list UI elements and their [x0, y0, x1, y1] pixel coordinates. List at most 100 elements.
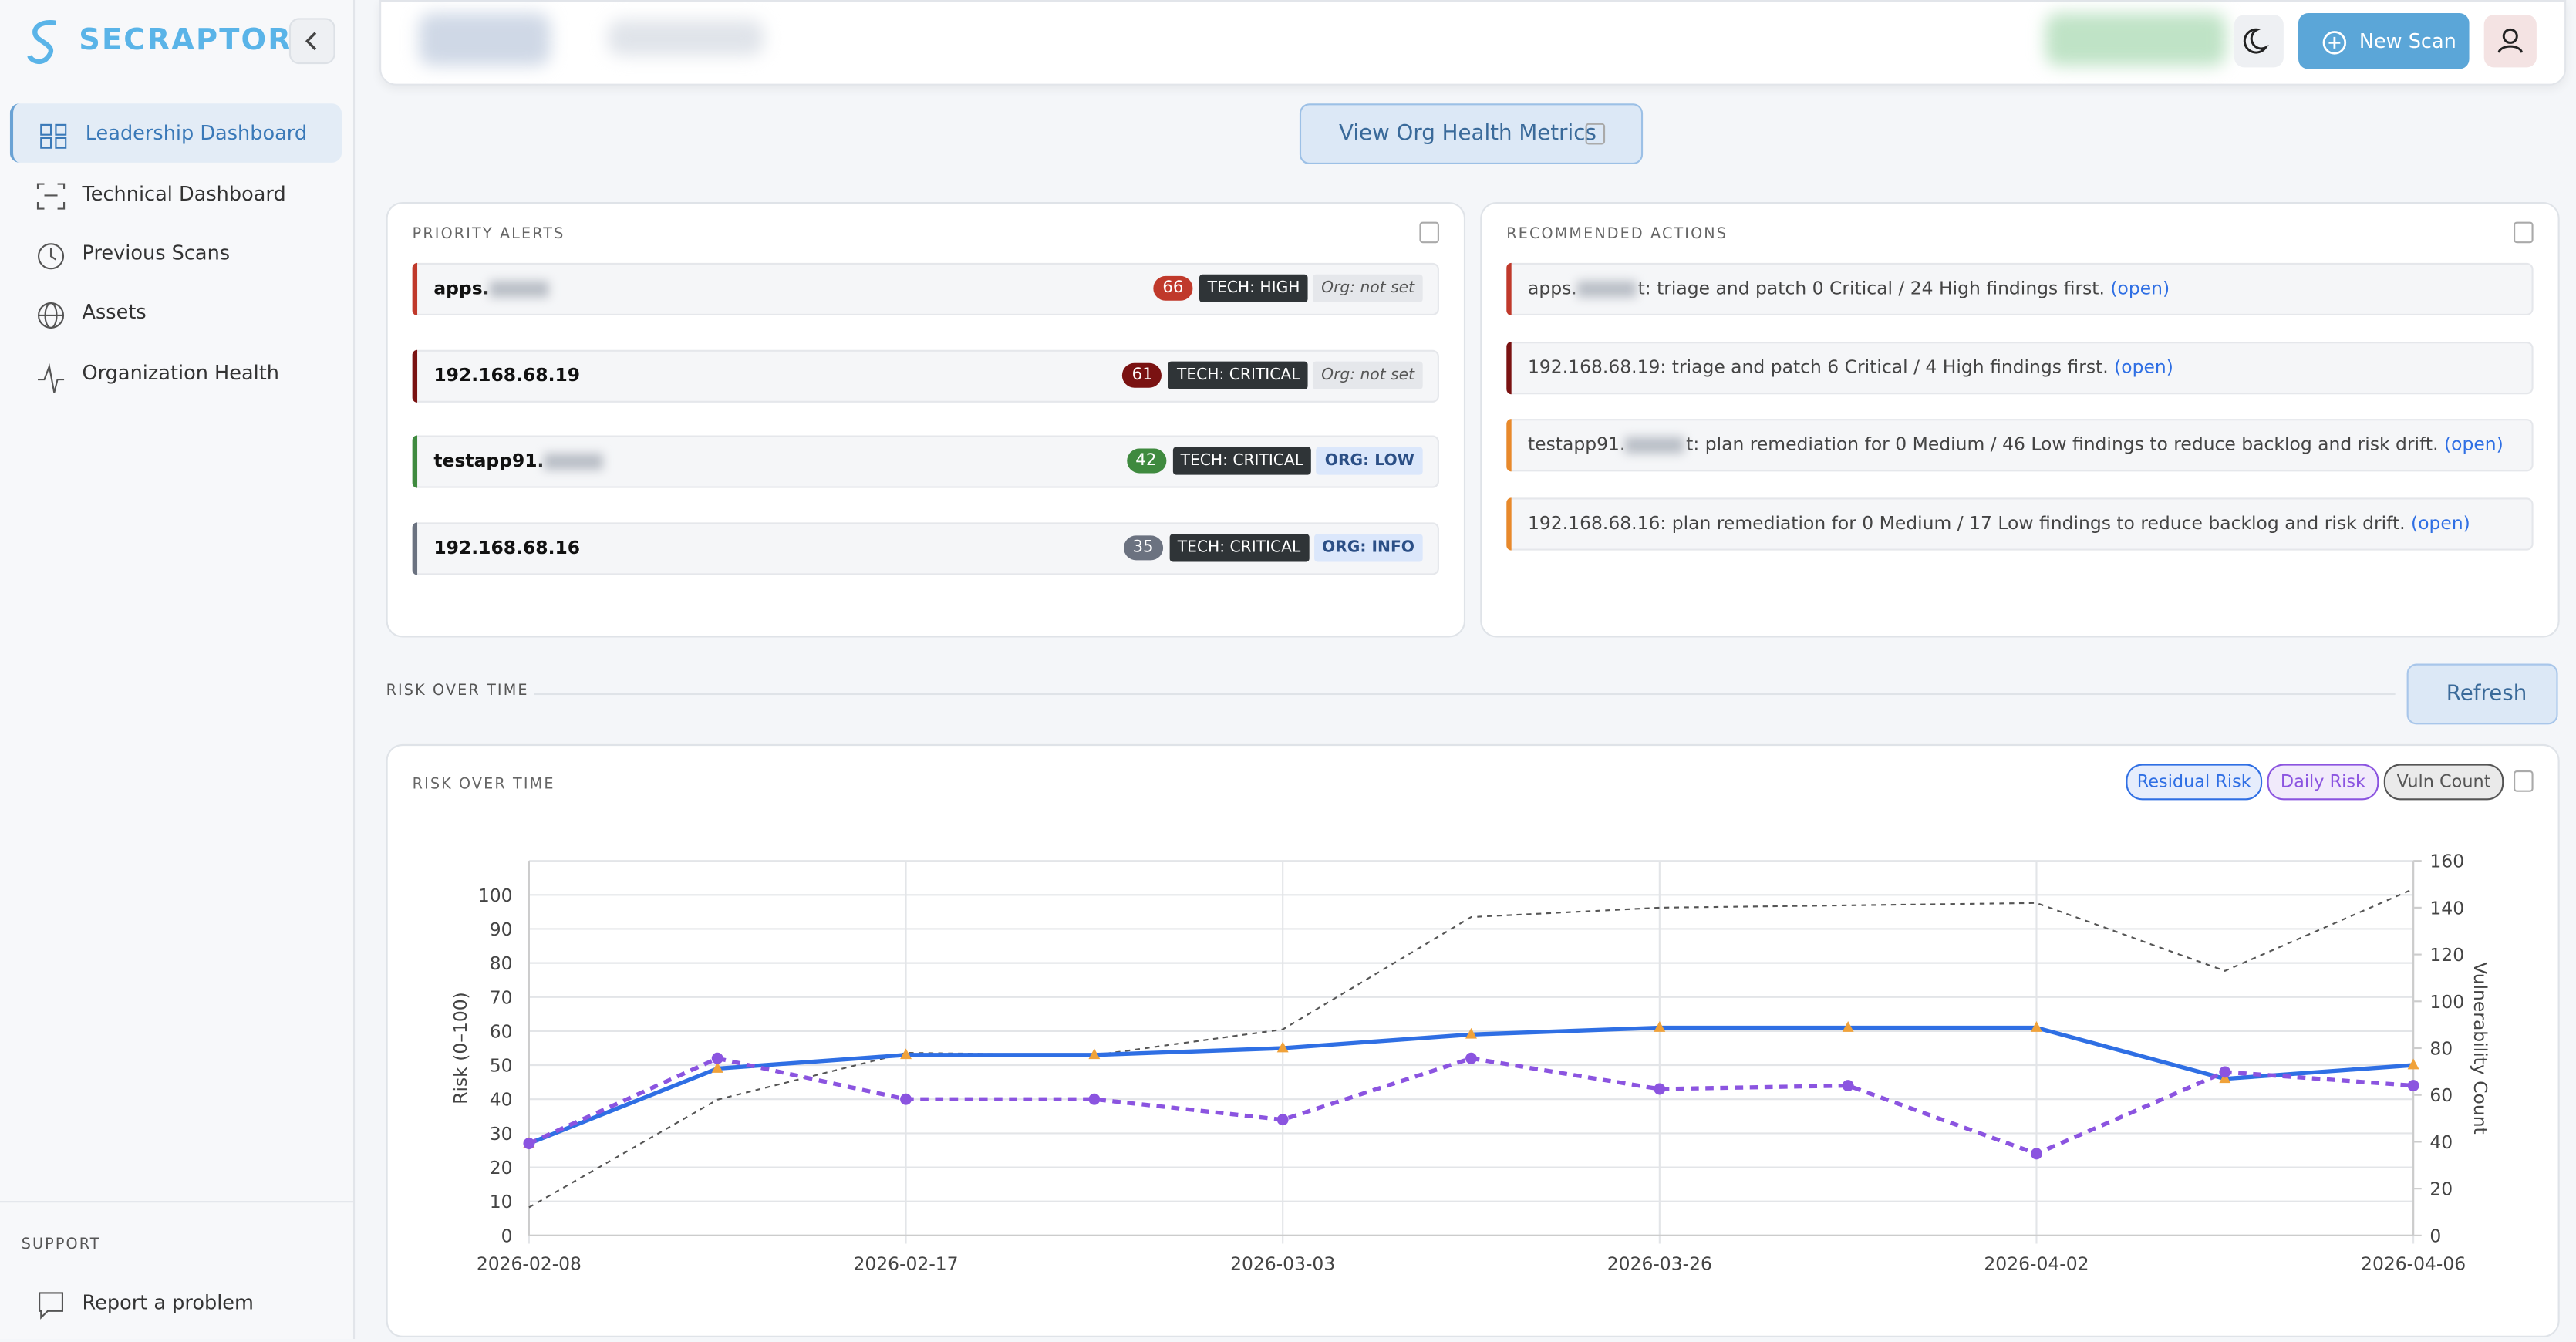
action-text: testapp91. t: plan remediation for 0 Medi…	[1528, 433, 2504, 455]
y2-tick-label: 20	[2429, 1178, 2453, 1200]
action-text: 192.168.68.16: plan remediation for 0 Me…	[1528, 512, 2470, 534]
org-tag: Org: not set	[1313, 360, 1423, 389]
y2-tick-label: 40	[2429, 1131, 2453, 1153]
user-button[interactable]	[2483, 15, 2537, 68]
theme-toggle[interactable]	[2234, 15, 2284, 68]
y2-tick-label: 60	[2429, 1084, 2453, 1106]
point	[900, 1093, 912, 1105]
severity-bar	[1506, 497, 1512, 550]
report-link[interactable]: Report a problem	[10, 1273, 339, 1333]
series-line	[528, 1025, 2414, 1146]
action-row: 192.168.68.16: plan remediation for 0 Me…	[1506, 497, 2534, 550]
nav-label: Leadership Dashboard	[85, 121, 308, 145]
point	[1465, 1027, 1477, 1039]
icon	[2514, 770, 2534, 792]
alert-host: 192.168.68.19	[433, 364, 580, 386]
point	[2219, 1066, 2231, 1078]
nav-item[interactable]: Organization Health	[10, 343, 339, 403]
new-scan-button[interactable]: New Scan	[2298, 13, 2470, 69]
y2-axis-label: Vulnerability Count	[2470, 962, 2491, 1134]
nav-item[interactable]: Assets	[10, 282, 339, 342]
y2-tick-label: 0	[2429, 1225, 2441, 1246]
host-text: apps.	[433, 277, 490, 299]
open-link[interactable]: (open)	[2110, 277, 2170, 299]
point	[2031, 1148, 2042, 1160]
alert-host: testapp91.	[433, 450, 605, 471]
tech-tag: TECH: CRITICAL	[1172, 447, 1312, 475]
new-scan-label: New Scan	[2359, 29, 2456, 53]
section-title: RISK OVER TIME	[386, 683, 529, 700]
legend-toggle[interactable]: Vuln Count	[2383, 764, 2504, 801]
point	[1842, 1020, 1854, 1032]
open-link[interactable]: (open)	[2411, 511, 2470, 534]
x-tick-label: 2026-04-02	[1984, 1253, 2089, 1275]
legend-toggle[interactable]: Residual Risk	[2126, 764, 2263, 801]
y2-tick-label: 120	[2429, 944, 2464, 966]
org-health-button[interactable]: View Org Health Metrics	[1299, 103, 1644, 165]
point	[1276, 1041, 1289, 1053]
nav-label: Organization Health	[82, 361, 279, 385]
y-tick-label: 20	[490, 1157, 513, 1178]
action-desc: t: plan remediation for 0 Medium / 46 Lo…	[1686, 433, 2439, 456]
recommended-actions-card: RECOMMENDED ACTIONS apps. t: triage and p…	[1480, 202, 2560, 638]
point	[2031, 1020, 2042, 1032]
tech-tag: TECH: HIGH	[1199, 274, 1309, 302]
action-desc: 192.168.68.19: triage and patch 6 Critic…	[1527, 356, 2109, 377]
chart: RISK OVER TIME 0 10 20 30 40 50 60 70 80 90 100 0 20 4…	[413, 774, 2491, 1275]
severity-bar	[412, 521, 418, 575]
report-label: Report a problem	[82, 1291, 254, 1315]
score-badge: 42	[1126, 448, 1166, 474]
open-link[interactable]: (open)	[2114, 356, 2173, 377]
series-line	[528, 1056, 2414, 1156]
action-row: testapp91. t: plan remediation for 0 Medi…	[1506, 419, 2534, 472]
card-title: RECOMMENDED ACTIONS	[1506, 226, 1728, 244]
collapse-button[interactable]	[288, 18, 335, 65]
severity-bar	[412, 262, 418, 315]
alert-row: 192.168.68.19 Org: not set TECH: CRITICAL 6…	[412, 349, 1439, 402]
sidebar: SECRAPTOR Leadership Dashboard Technical…	[0, 0, 356, 1340]
action-text: apps. t: triage and patch 0 Critical / 24…	[1528, 278, 2170, 299]
nav-item[interactable]: Previous Scans	[10, 224, 339, 283]
y-tick-label: 30	[490, 1123, 513, 1145]
tech-tag: TECH: CRITICAL	[1169, 533, 1309, 561]
y-tick-label: 70	[490, 986, 513, 1008]
alert-row: apps. Org: not set TECH: HIGH 66	[412, 262, 1439, 315]
logo	[27, 19, 56, 65]
redacted	[1576, 281, 1637, 298]
point	[1654, 1020, 1666, 1032]
open-link[interactable]: (open)	[2444, 433, 2504, 456]
blurred-status	[2045, 13, 2227, 66]
priority-alerts-card: PRIORITY ALERTS apps. Org: not set TECH: H…	[386, 202, 1466, 638]
y-tick-label: 60	[490, 1020, 513, 1042]
org-tag: ORG: LOW	[1317, 447, 1423, 475]
action-text: 192.168.68.19: triage and patch 6 Critic…	[1528, 356, 2173, 377]
nav-item[interactable]: Technical Dashboard	[10, 164, 339, 224]
nav-label: Technical Dashboard	[82, 182, 286, 206]
y-tick-label: 10	[490, 1191, 513, 1212]
icon	[1585, 123, 1606, 145]
y2-tick-label: 140	[2429, 897, 2464, 919]
y-tick-label: 90	[490, 919, 513, 940]
brand: SECRAPTOR	[79, 22, 292, 58]
section-rule	[534, 693, 2396, 696]
redacted	[489, 281, 549, 298]
y2-tick-label: 80	[2429, 1038, 2453, 1060]
org-tag: ORG: INFO	[1313, 533, 1423, 561]
icon	[2514, 221, 2534, 244]
y2-tick-label: 160	[2429, 851, 2464, 872]
blurred-tab	[419, 13, 551, 66]
point	[2407, 1058, 2419, 1070]
separator	[0, 1201, 353, 1203]
score-badge: 66	[1153, 275, 1193, 301]
legend-toggle[interactable]: Daily Risk	[2267, 764, 2379, 801]
host-text: apps.	[1527, 277, 1577, 299]
y-tick-label: 80	[490, 953, 513, 974]
score-badge: 61	[1122, 362, 1162, 387]
alert-row: 192.168.68.16 ORG: INFO TECH: CRITICAL 35	[412, 521, 1439, 575]
severity-bar	[412, 435, 418, 488]
card-title: PRIORITY ALERTS	[412, 226, 565, 244]
nav-item[interactable]: Leadership Dashboard	[9, 103, 342, 163]
host-text: 192.168.68.19	[433, 363, 581, 386]
refresh-button[interactable]: Refresh	[2406, 663, 2558, 725]
